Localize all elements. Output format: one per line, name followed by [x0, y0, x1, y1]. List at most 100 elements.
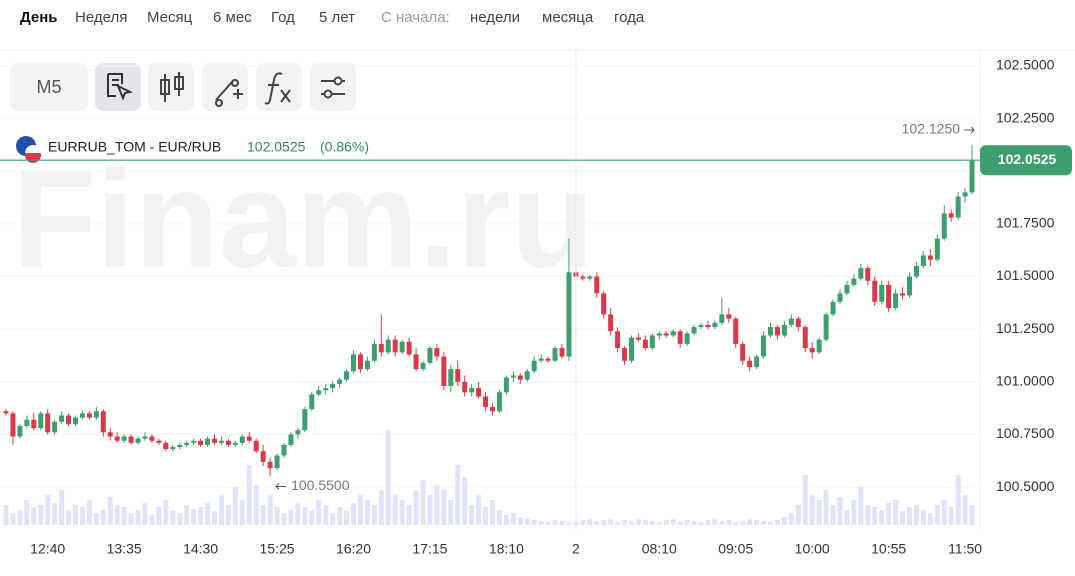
- candle-body: [357, 354, 363, 370]
- nav-tab[interactable]: недели: [470, 9, 520, 26]
- candle-body: [566, 272, 572, 357]
- candle-tool[interactable]: [148, 63, 194, 111]
- volume-bar: [225, 505, 231, 525]
- volume-bar: [441, 490, 447, 525]
- volume-bar: [385, 430, 391, 525]
- indicator-tool[interactable]: [256, 63, 302, 111]
- candle-body: [427, 348, 433, 363]
- volume-bar: [615, 522, 621, 525]
- candle-body: [239, 436, 245, 443]
- y-tick-label: 101.0000: [996, 372, 1055, 388]
- volume-bar: [955, 475, 961, 525]
- candle-body: [371, 343, 377, 361]
- nav-tab[interactable]: года: [614, 9, 645, 26]
- volume-bar: [378, 490, 384, 525]
- volume-bar: [907, 507, 912, 525]
- last-price: 102.0525: [247, 139, 306, 155]
- volume-bar: [86, 500, 92, 525]
- candle-body: [524, 371, 530, 380]
- volume-bar: [93, 513, 99, 525]
- x-tick-label: 09:05: [718, 541, 753, 557]
- candle-body: [698, 324, 704, 328]
- candle-body: [107, 432, 113, 437]
- nav-tab: С начала:: [381, 9, 450, 26]
- volume-bar: [476, 495, 482, 525]
- volume-bar: [253, 485, 259, 525]
- candle-body: [86, 413, 92, 418]
- candle-body: [601, 293, 607, 315]
- candle-body: [927, 255, 933, 260]
- candle-body: [552, 348, 558, 361]
- candle-body: [851, 278, 857, 285]
- volume-bar: [184, 505, 190, 525]
- x-tick-label: 2: [572, 541, 580, 557]
- nav-tab[interactable]: Год: [271, 9, 295, 26]
- candle-body: [844, 284, 850, 294]
- candle-body: [837, 293, 843, 302]
- candle-body: [483, 396, 489, 408]
- candle-body: [635, 337, 641, 340]
- candle-body: [10, 413, 16, 437]
- volume-bar: [622, 520, 628, 525]
- volume-bar: [45, 495, 51, 525]
- candle-body: [594, 276, 600, 294]
- candle-body: [545, 358, 551, 361]
- volume-bar: [239, 500, 245, 525]
- candle-body: [517, 375, 523, 380]
- price-change: (0.86%): [320, 139, 369, 155]
- nav-tab[interactable]: День: [20, 9, 58, 26]
- volume-bar: [830, 505, 836, 525]
- volume-bar: [427, 495, 433, 525]
- volume-bar: [601, 520, 607, 525]
- volume-bar: [142, 503, 148, 525]
- volume-bar: [496, 510, 502, 525]
- volume-bar: [893, 500, 899, 525]
- candle-body: [3, 411, 9, 414]
- candle-body: [462, 381, 468, 393]
- y-tick-label: 102.5000: [996, 57, 1055, 73]
- candle-body: [156, 440, 162, 443]
- settings-knob: [323, 89, 333, 99]
- volume-bar: [635, 519, 641, 525]
- candle-body: [872, 280, 878, 302]
- volume-bar: [649, 521, 655, 525]
- volume-bar: [642, 520, 648, 525]
- draw-icon: [214, 79, 243, 107]
- settings-knob: [333, 76, 343, 86]
- candle-body: [344, 371, 350, 380]
- volume-bar: [260, 505, 266, 525]
- x-tick-label: 08:10: [642, 541, 677, 557]
- candle-body: [267, 461, 273, 469]
- nav-tab[interactable]: Неделя: [75, 9, 127, 26]
- volume-bar: [413, 490, 419, 525]
- volume-bar: [934, 505, 940, 525]
- volume-bar: [434, 485, 440, 525]
- candle-body: [642, 339, 648, 349]
- settings-tool[interactable]: [310, 63, 356, 111]
- volume-bar: [851, 500, 857, 525]
- nav-tab[interactable]: 5 лет: [319, 9, 355, 26]
- candle-body: [941, 213, 947, 239]
- nav-tab[interactable]: 6 мес: [213, 9, 252, 26]
- nav-tab[interactable]: месяца: [542, 9, 594, 26]
- candle-body: [538, 358, 544, 361]
- volume-bar: [24, 500, 30, 525]
- candle-body: [969, 160, 975, 193]
- candle-body: [858, 268, 864, 279]
- nav-tab[interactable]: Месяц: [147, 9, 193, 26]
- volume-bar: [448, 500, 454, 525]
- volume-bar: [52, 503, 58, 525]
- x-tick-label: 10:00: [795, 541, 830, 557]
- candle-body: [907, 276, 912, 296]
- volume-bar: [920, 510, 926, 525]
- candle-body: [52, 421, 58, 433]
- interval-button[interactable]: [10, 63, 88, 111]
- volume-bar: [580, 520, 586, 525]
- volume-bar: [740, 521, 746, 525]
- volume-bar: [302, 507, 308, 525]
- draw-tool[interactable]: [202, 63, 248, 111]
- volume-bar: [323, 505, 329, 525]
- volume-bar: [364, 500, 370, 525]
- volume-bar: [281, 513, 287, 525]
- volume-bar: [274, 507, 280, 525]
